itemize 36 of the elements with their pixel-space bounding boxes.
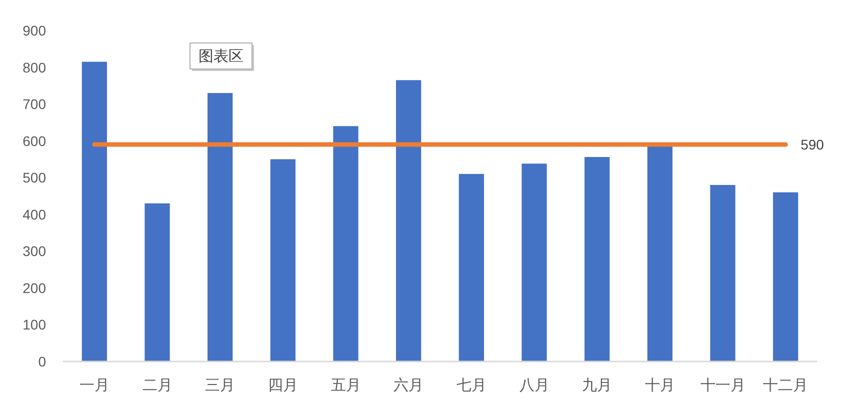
annotation: 图表区 xyxy=(198,48,244,65)
x-tick-label: 六月 xyxy=(394,377,424,394)
y-tick-label: 800 xyxy=(22,59,46,76)
bar xyxy=(144,203,170,362)
bar xyxy=(522,164,547,362)
x-tick-label: 八月 xyxy=(519,377,550,394)
bar xyxy=(647,146,672,362)
bar xyxy=(270,159,296,362)
x-tick-label: 七月 xyxy=(456,377,486,394)
bar xyxy=(584,157,610,362)
y-tick-label: 0 xyxy=(38,354,46,370)
y-tick-label: 700 xyxy=(22,96,46,112)
x-tick-label: 二月 xyxy=(142,377,172,394)
x-tick-label: 九月 xyxy=(582,377,612,394)
bar xyxy=(710,184,736,362)
y-tick-label: 900 xyxy=(22,22,46,38)
bar xyxy=(773,192,798,362)
ref-line-label: 590 xyxy=(800,136,824,153)
x-tick-label: 十月 xyxy=(644,377,675,394)
bar xyxy=(82,62,107,362)
bar xyxy=(333,126,358,362)
y-tick-label: 500 xyxy=(22,170,46,186)
bar xyxy=(208,93,233,362)
x-tick-label: 五月 xyxy=(330,377,361,394)
y-tick-label: 200 xyxy=(22,280,46,296)
x-tick-label: 十二月 xyxy=(763,377,808,394)
y-tick-label: 400 xyxy=(22,206,46,222)
x-tick-label: 十一月 xyxy=(700,377,746,394)
x-tick-label: 三月 xyxy=(205,377,236,394)
x-tick-label: 四月 xyxy=(268,377,298,394)
bar xyxy=(458,174,484,362)
x-tick-label: 一月 xyxy=(79,377,110,394)
y-tick-label: 100 xyxy=(22,316,46,333)
y-tick-label: 300 xyxy=(22,243,46,260)
y-tick-label: 600 xyxy=(22,132,46,149)
bar xyxy=(396,80,422,362)
